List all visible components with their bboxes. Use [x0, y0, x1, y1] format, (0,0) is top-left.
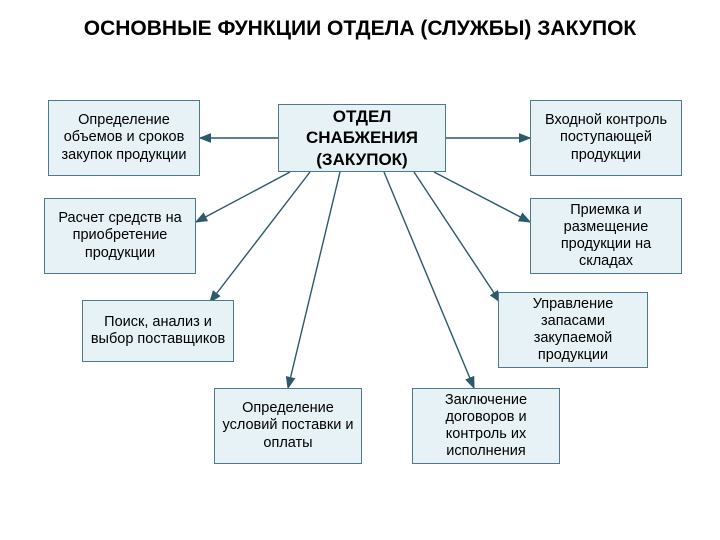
node-n2: Входной контроль поступающей продукции [530, 100, 682, 176]
node-n4: Приемка и размещение продукции на склада… [530, 198, 682, 274]
node-n8: Заключение договоров и контроль их испол… [412, 388, 560, 464]
node-n5: Поиск, анализ и выбор поставщиков [82, 300, 234, 362]
node-n1: Определение объемов и сроков закупок про… [48, 100, 200, 176]
node-n7: Определение условий поставки и оплаты [214, 388, 362, 464]
page-title: ОСНОВНЫЕ ФУНКЦИИ ОТДЕЛА (СЛУЖБЫ) ЗАКУПОК [0, 16, 720, 42]
node-n3: Расчет средств на приобретение продукции [44, 198, 196, 274]
center-node: ОТДЕЛ СНАБЖЕНИЯ (ЗАКУПОК) [278, 104, 446, 172]
node-n6: Управление запасами закупаемой продукции [498, 292, 648, 368]
